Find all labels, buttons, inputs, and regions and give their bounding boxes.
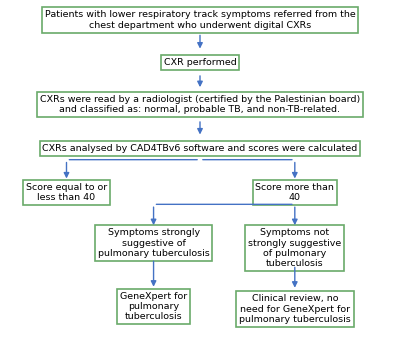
- Text: Symptoms strongly
suggestive of
pulmonary tuberculosis: Symptoms strongly suggestive of pulmonar…: [98, 228, 210, 258]
- Text: Score more than
40: Score more than 40: [255, 183, 334, 202]
- Text: Score equal to or
less than 40: Score equal to or less than 40: [26, 183, 107, 202]
- Text: Patients with lower respiratory track symptoms referred from the
chest departmen: Patients with lower respiratory track sy…: [45, 10, 355, 30]
- Text: CXRs analysed by CAD4TBv6 software and scores were calculated: CXRs analysed by CAD4TBv6 software and s…: [42, 144, 358, 153]
- Text: GeneXpert for
pulmonary
tuberculosis: GeneXpert for pulmonary tuberculosis: [120, 292, 187, 321]
- Text: Symptoms not
strongly suggestive
of pulmonary
tuberculosis: Symptoms not strongly suggestive of pulm…: [248, 228, 342, 268]
- Text: Clinical review, no
need for GeneXpert for
pulmonary tuberculosis: Clinical review, no need for GeneXpert f…: [239, 294, 351, 324]
- Text: CXR performed: CXR performed: [164, 58, 236, 67]
- Text: CXRs were read by a radiologist (certified by the Palestinian board)
and classif: CXRs were read by a radiologist (certifi…: [40, 95, 360, 114]
